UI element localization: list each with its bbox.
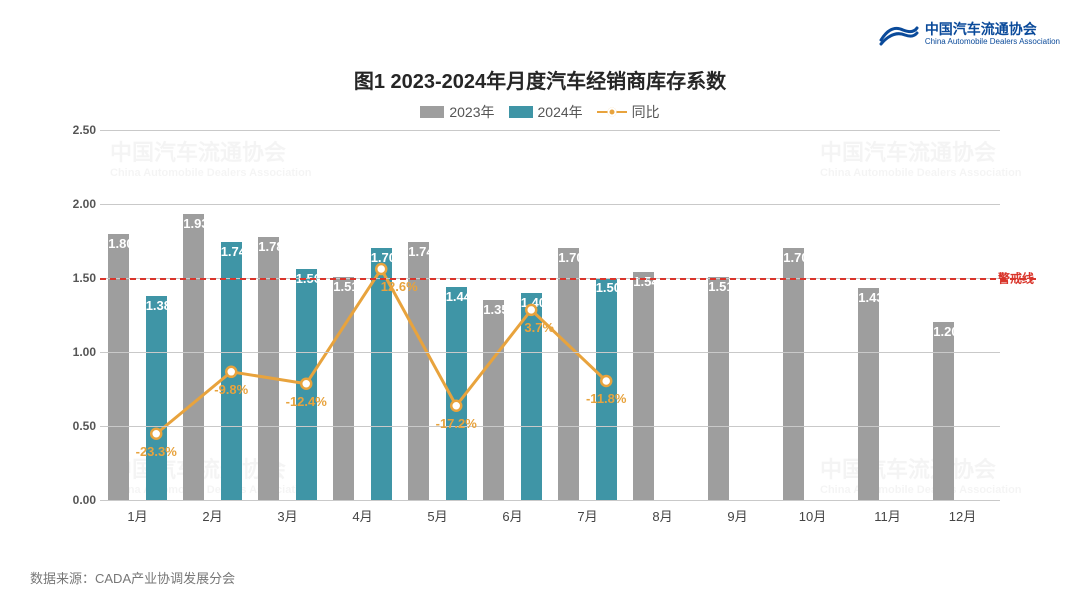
yoy-pct-label: -23.3% (136, 444, 177, 459)
yoy-pct-label: -9.8% (214, 382, 248, 397)
gridline (100, 204, 1000, 205)
legend-item-2024: 2024年 (509, 102, 583, 122)
line-layer (100, 130, 1000, 500)
x-tick-label: 2月 (202, 506, 222, 525)
legend-item-yoy: 同比 (597, 102, 660, 122)
legend-label-line: 同比 (632, 102, 660, 122)
legend-swatch-b (509, 106, 533, 118)
chart-legend: 2023年 2024年 同比 (0, 102, 1080, 122)
y-tick-label: 1.50 (62, 271, 96, 285)
logo-mark-icon (879, 20, 919, 48)
yoy-pct-label: -17.2% (436, 416, 477, 431)
chart-title: 图1 2023-2024年月度汽车经销商库存系数 (0, 65, 1080, 94)
x-tick-label: 5月 (427, 506, 447, 525)
x-tick-label: 3月 (277, 506, 297, 525)
x-tick-label: 10月 (799, 506, 826, 525)
logo-text-en: China Automobile Dealers Association (925, 38, 1060, 46)
y-tick-label: 1.00 (62, 345, 96, 359)
x-tick-label: 11月 (874, 506, 901, 525)
legend-swatch-line (597, 111, 627, 113)
x-tick-label: 8月 (652, 506, 672, 525)
yoy-pct-label: -12.4% (286, 394, 327, 409)
x-tick-label: 1月 (127, 506, 147, 525)
source-note: 数据来源：CADA产业协调发展分会 (30, 568, 235, 587)
brand-logo: 中国汽车流通协会 China Automobile Dealers Associ… (879, 20, 1060, 48)
y-tick-label: 0.50 (62, 419, 96, 433)
logo-text-cn: 中国汽车流通协会 (925, 22, 1060, 36)
gridline (100, 352, 1000, 353)
y-tick-label: 0.00 (62, 493, 96, 507)
x-tick-label: 6月 (502, 506, 522, 525)
legend-swatch-a (420, 106, 444, 118)
yoy-pct-label: 3.7% (524, 320, 554, 335)
x-tick-label: 12月 (949, 506, 976, 525)
chart-area: 1.801.381.931.741.781.561.511.701.741.44… (60, 130, 1040, 530)
x-tick-label: 7月 (577, 506, 597, 525)
y-tick-label: 2.50 (62, 123, 96, 137)
gridline (100, 500, 1000, 501)
y-tick-label: 2.00 (62, 197, 96, 211)
plot-area: 1.801.381.931.741.781.561.511.701.741.44… (100, 130, 1000, 500)
alert-line-label: 警戒线 (998, 270, 1034, 287)
gridline (100, 426, 1000, 427)
legend-label-a: 2023年 (449, 102, 494, 122)
x-tick-label: 9月 (727, 506, 747, 525)
yoy-pct-label: -11.8% (586, 391, 626, 406)
gridline (100, 130, 1000, 131)
yoy-pct-label: 12.6% (381, 279, 418, 294)
x-tick-label: 4月 (352, 506, 372, 525)
legend-label-b: 2024年 (538, 102, 583, 122)
legend-item-2023: 2023年 (420, 102, 494, 122)
